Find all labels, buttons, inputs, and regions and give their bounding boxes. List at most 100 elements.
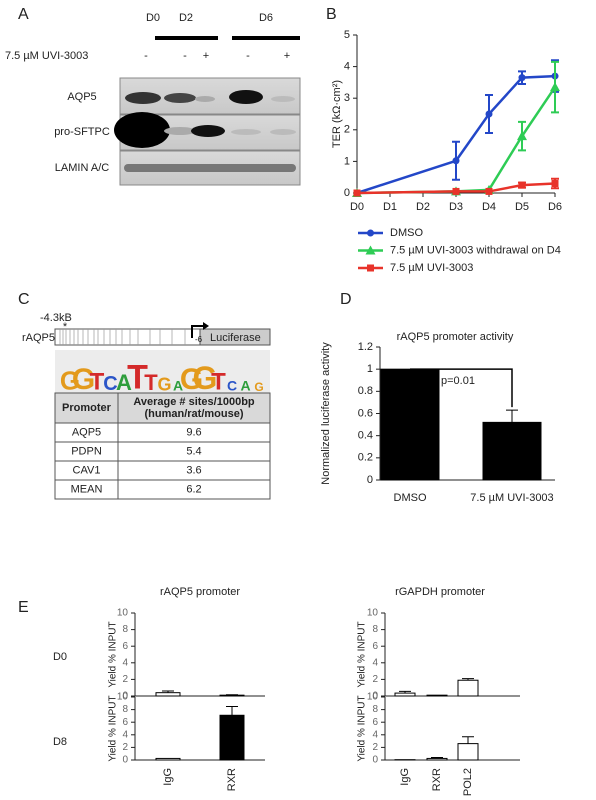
bar xyxy=(155,692,181,697)
bar xyxy=(155,757,181,761)
chart-title: rAQP5 promoter xyxy=(160,586,240,598)
error-bar xyxy=(506,409,518,423)
y-axis-label: Yield % INPUT xyxy=(108,695,119,761)
motif-letter: G xyxy=(254,380,263,394)
table-header: Average # sites/1000bp xyxy=(133,396,255,408)
day-label: D0 xyxy=(146,12,160,24)
x-tick-label: DMSO xyxy=(394,492,427,504)
y-tick-label: 8 xyxy=(122,624,128,635)
y-tick-label: 3 xyxy=(344,92,350,104)
y-tick-label: 2 xyxy=(122,742,128,753)
legend-marker xyxy=(365,245,376,255)
panel-label: E xyxy=(18,599,29,616)
y-tick-label: 0 xyxy=(372,691,378,702)
site-label: -4.3kB xyxy=(40,312,72,324)
bar xyxy=(219,694,245,697)
x-tick-label: RXR xyxy=(226,768,238,791)
treatment-sign: - xyxy=(246,50,250,62)
blot-row-label: LAMIN A/C xyxy=(55,162,109,174)
blot xyxy=(114,77,301,186)
motif-letter: G xyxy=(180,363,203,396)
x-tick-label: D1 xyxy=(383,201,397,213)
point xyxy=(518,74,526,82)
motif-letter: A xyxy=(116,370,132,395)
point xyxy=(485,110,493,118)
reporter-label: Luciferase xyxy=(210,332,261,344)
annotation: p=0.01 xyxy=(441,375,475,387)
table-cell: MEAN xyxy=(71,483,103,495)
bar xyxy=(457,743,479,761)
legend-label: 7.5 µM UVI-3003 xyxy=(390,262,473,274)
table-cell: 5.4 xyxy=(186,445,201,457)
panel-label: A xyxy=(18,6,29,23)
motif-letter: G xyxy=(60,366,80,396)
error-bar xyxy=(462,736,474,744)
day-bar xyxy=(155,36,218,40)
bar xyxy=(482,421,542,481)
blot-row-label: AQP5 xyxy=(67,91,96,103)
motif-letter: G xyxy=(72,363,95,396)
table-header-bg xyxy=(54,392,271,424)
motif-letter: T xyxy=(90,369,105,396)
motif-letter: G xyxy=(157,374,171,394)
legend-marker xyxy=(367,229,374,237)
table-cell: 6.2 xyxy=(186,483,201,495)
bar xyxy=(426,757,448,761)
y-axis-label: Yield % INPUT xyxy=(357,695,368,761)
x-tick-label: D3 xyxy=(449,201,463,213)
y-tick-label: 6 xyxy=(372,717,378,728)
y-tick-label: 2 xyxy=(372,674,378,685)
y-tick-label: 4 xyxy=(372,729,378,740)
x-tick-label: RXR xyxy=(431,768,443,791)
blot-row-label: pro-SFTPC xyxy=(54,126,110,138)
legend-marker xyxy=(367,264,374,272)
treatment-sign: - xyxy=(144,50,148,62)
table-header: Promoter xyxy=(62,402,112,414)
y-tick-label: 4 xyxy=(372,657,378,668)
x-tick-label: D5 xyxy=(515,201,529,213)
day-bar xyxy=(232,36,300,40)
bar xyxy=(457,679,479,697)
y-tick-label: 6 xyxy=(372,641,378,652)
promoter-diagram xyxy=(54,322,271,393)
day-label: D2 xyxy=(179,12,193,24)
y-tick-label: 1 xyxy=(367,363,373,375)
bar xyxy=(426,694,448,697)
motif-letter: T xyxy=(144,370,158,395)
x-tick-label: D0 xyxy=(350,201,364,213)
y-tick-label: 1 xyxy=(344,155,350,167)
panel-label: B xyxy=(326,6,337,23)
legend-label: 7.5 µM UVI-3003 withdrawal on D4 xyxy=(390,244,561,256)
y-tick-label: 1.2 xyxy=(358,341,373,353)
x-tick-label: IgG xyxy=(162,768,174,786)
y-tick-label: 4 xyxy=(122,657,128,668)
y-tick-label: 2 xyxy=(122,674,128,685)
motif-letter: C xyxy=(103,373,117,395)
y-tick-label: 0 xyxy=(344,187,350,199)
y-axis-label: Yield % INPUT xyxy=(357,621,368,687)
point xyxy=(452,157,460,165)
motif-letter: T xyxy=(127,359,148,397)
table-cell: PDPN xyxy=(71,445,102,457)
y-tick-label: 6 xyxy=(122,717,128,728)
row-label: D8 xyxy=(53,736,67,748)
bar xyxy=(380,368,440,481)
y-tick-label: 0 xyxy=(122,755,128,766)
tss-label: -6 xyxy=(195,335,203,344)
y-tick-label: 4 xyxy=(122,729,128,740)
error-bar xyxy=(226,705,238,716)
point xyxy=(550,82,560,92)
table-cell: 3.6 xyxy=(186,464,201,476)
y-tick-label: 0.6 xyxy=(358,407,373,419)
table: Promoter Average # sites/1000bp(human/rat… xyxy=(54,392,271,500)
y-tick-label: 0.8 xyxy=(358,385,373,397)
x-tick-label: 7.5 µM UVI-3003 xyxy=(470,492,553,504)
motif-letter: A xyxy=(173,378,183,394)
motif-letter: C xyxy=(227,378,237,394)
treatment-label: 7.5 µM UVI-3003 xyxy=(5,50,88,62)
y-tick-label: 0 xyxy=(122,691,128,702)
x-tick-label: D2 xyxy=(416,201,430,213)
bar xyxy=(394,692,416,697)
treatment-sign: - xyxy=(183,50,187,62)
